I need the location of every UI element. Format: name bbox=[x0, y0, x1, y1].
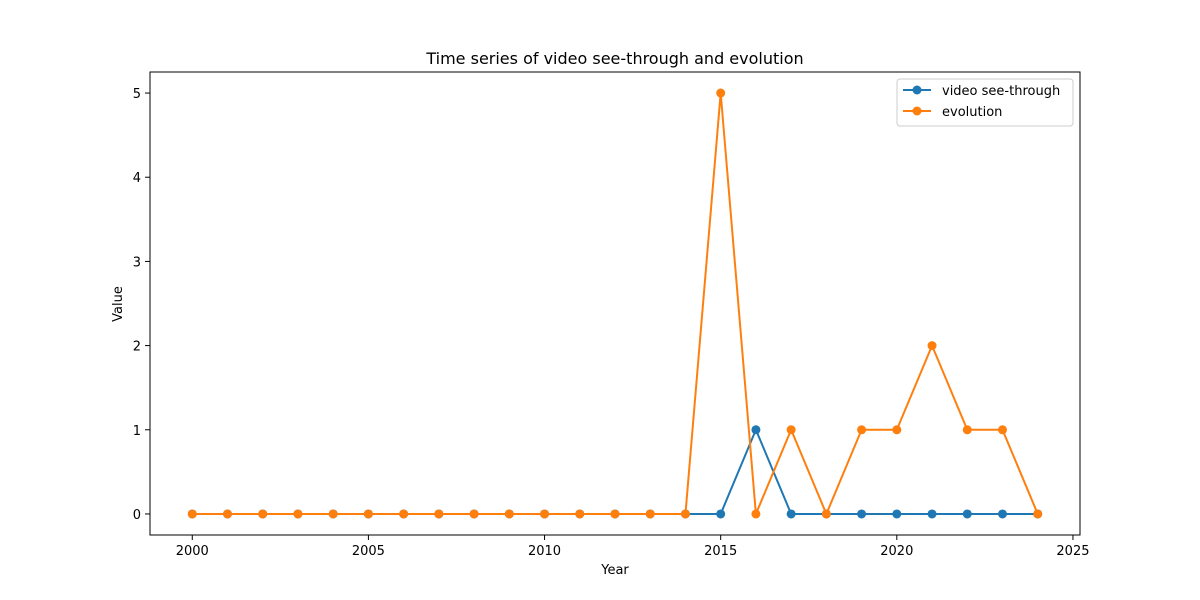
data-point bbox=[469, 509, 479, 519]
data-point bbox=[857, 425, 867, 435]
data-point bbox=[258, 509, 268, 519]
legend-item: evolution bbox=[903, 105, 1002, 120]
data-point bbox=[504, 509, 514, 519]
data-point bbox=[962, 509, 972, 519]
data-point bbox=[751, 425, 761, 435]
series-layer bbox=[187, 88, 1043, 519]
data-point bbox=[998, 509, 1007, 519]
y-tick-label: 0 bbox=[133, 508, 141, 523]
data-point bbox=[293, 509, 303, 519]
legend-box bbox=[896, 78, 1074, 127]
data-point bbox=[892, 509, 902, 519]
data-point bbox=[962, 425, 972, 435]
y-tick-label: 3 bbox=[133, 255, 141, 270]
x-tick-label: 2020 bbox=[880, 544, 913, 559]
y-tick-label: 2 bbox=[133, 340, 141, 355]
data-point bbox=[434, 509, 444, 519]
x-tick-label: 2010 bbox=[528, 544, 561, 559]
data-point bbox=[751, 509, 761, 519]
data-point bbox=[927, 509, 937, 519]
data-point bbox=[857, 509, 867, 519]
x-tick-label: 2015 bbox=[704, 544, 737, 559]
x-tick-label: 2005 bbox=[352, 544, 385, 559]
data-point bbox=[892, 425, 902, 435]
data-point bbox=[680, 509, 690, 519]
data-point bbox=[716, 509, 726, 519]
data-point bbox=[223, 509, 232, 519]
data-point bbox=[328, 509, 338, 519]
data-point bbox=[399, 509, 409, 519]
data-point bbox=[716, 88, 726, 98]
x-axis-ticks: 2000 2005 2010 2015 2020 2025 bbox=[176, 535, 1090, 559]
data-point bbox=[575, 509, 585, 519]
data-point bbox=[786, 509, 796, 519]
data-point bbox=[187, 509, 197, 519]
data-point bbox=[610, 509, 620, 519]
data-point bbox=[786, 425, 796, 435]
data-point bbox=[998, 425, 1007, 435]
data-point bbox=[1033, 509, 1043, 519]
x-tick-label: 2000 bbox=[176, 544, 209, 559]
y-tick-label: 1 bbox=[133, 424, 141, 439]
legend-label: evolution bbox=[942, 105, 1002, 120]
data-point bbox=[821, 509, 831, 519]
y-axis-label: Value bbox=[111, 286, 126, 322]
legend-marker bbox=[912, 106, 922, 116]
y-axis-ticks: 0 1 2 3 4 5 bbox=[133, 87, 150, 523]
y-tick-label: 5 bbox=[133, 87, 141, 102]
data-point bbox=[645, 509, 655, 519]
chart-title: Time series of video see-through and evo… bbox=[425, 49, 803, 68]
plot-frame bbox=[149, 71, 1081, 536]
x-axis-label: Year bbox=[600, 563, 629, 578]
data-point bbox=[363, 509, 373, 519]
legend-marker bbox=[912, 85, 922, 95]
data-point bbox=[927, 341, 937, 351]
data-point bbox=[540, 509, 550, 519]
legend-item: video see-through bbox=[903, 84, 1060, 99]
y-tick-label: 4 bbox=[133, 171, 141, 186]
legend-label: video see-through bbox=[942, 84, 1060, 99]
x-tick-label: 2025 bbox=[1056, 544, 1089, 559]
series-evolution bbox=[187, 88, 1043, 519]
legend: video see-through evolution bbox=[896, 78, 1074, 127]
